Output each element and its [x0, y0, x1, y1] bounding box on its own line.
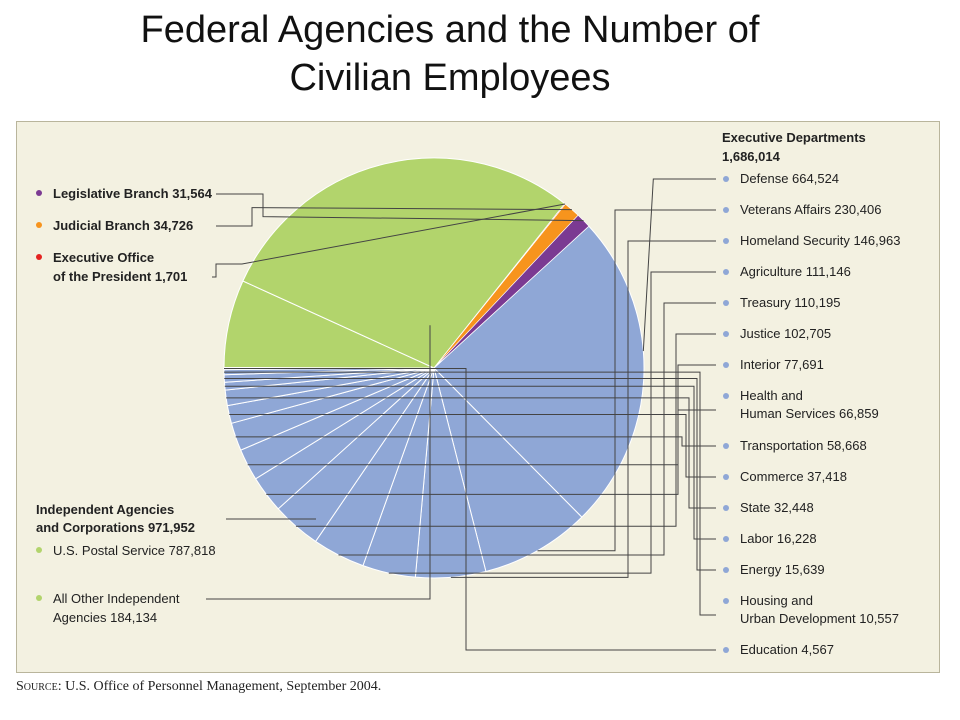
chart-labels: Executive Departments 1,686,014 Defense 66… — [36, 130, 900, 657]
legend-dot-interior — [723, 362, 729, 368]
label-veterans-affairs: Veterans Affairs 230,406 — [740, 202, 881, 217]
legend-dot-eop — [36, 254, 42, 260]
leader-state — [226, 397, 716, 509]
label-state: State 32,448 — [740, 500, 814, 515]
leader-commerce — [229, 414, 716, 478]
executive-group-total: 1,686,014 — [722, 149, 781, 164]
legend-dot-defense — [723, 176, 729, 182]
legend-dot-homeland-security — [723, 238, 729, 244]
legend-dot-energy — [723, 567, 729, 573]
leader-legislative-branch — [216, 193, 584, 222]
label-eop-line1: Executive Office — [53, 250, 154, 265]
label-housing-and-urban-development: Urban Development 10,557 — [740, 611, 899, 626]
label-housing-and-urban-development-line1: Housing and — [740, 593, 813, 608]
leader-labor — [224, 385, 716, 540]
legend-dot-agriculture — [723, 269, 729, 275]
label-judicial-branch: Judicial Branch 34,726 — [53, 218, 193, 233]
label-energy: Energy 15,639 — [740, 562, 825, 577]
label-homeland-security: Homeland Security 146,963 — [740, 233, 900, 248]
label-education: Education 4,567 — [740, 642, 834, 657]
legend-dot-labor — [723, 536, 729, 542]
legend-dot-all-other-independent — [36, 595, 42, 601]
pie-chart: Executive Departments 1,686,014 Defense 66… — [36, 130, 900, 657]
label-labor: Labor 16,228 — [740, 531, 817, 546]
leader-housing-and-urban-development — [224, 371, 716, 616]
label-defense: Defense 664,524 — [740, 171, 839, 186]
title-line-2: Civilian Employees — [289, 57, 611, 99]
label-legislative-branch: Legislative Branch 31,564 — [53, 186, 213, 201]
leader-lines — [206, 178, 716, 651]
legend-dot-treasury — [723, 300, 729, 306]
leader-education — [224, 368, 716, 651]
leader-veterans-affairs — [537, 209, 716, 552]
pie-slices — [223, 157, 645, 579]
legend-dot-veterans-affairs — [723, 207, 729, 213]
leader-judicial-branch — [216, 207, 572, 227]
source-text: : U.S. Office of Personnel Management, S… — [57, 679, 382, 694]
leader-justice — [295, 333, 716, 527]
label-all-other-line1: All Other Independent — [53, 591, 180, 606]
legend-dot-commerce — [723, 474, 729, 480]
legend-dot-postal-service — [36, 547, 42, 553]
leader-eop — [212, 203, 566, 278]
leader-all-other-independent — [206, 325, 431, 600]
legend-dot-transportation — [723, 443, 729, 449]
label-treasury: Treasury 110,195 — [740, 295, 840, 310]
title-line-1: Federal Agencies and the Number of — [140, 9, 760, 51]
leader-energy — [224, 378, 716, 571]
source-note: Source: U.S. Office of Personnel Managem… — [16, 679, 381, 695]
legend-dot-judicial — [36, 222, 42, 228]
executive-group-label: Executive Departments — [722, 130, 866, 145]
pie-slice-veterans-affairs — [433, 366, 583, 573]
legend-dot-education — [723, 647, 729, 653]
source-prefix: Source — [16, 679, 58, 694]
label-commerce: Commerce 37,418 — [740, 469, 847, 484]
label-justice: Justice 102,705 — [740, 326, 831, 341]
leader-treasury — [338, 302, 716, 556]
pie-slice-u-s-postal-service — [242, 157, 566, 369]
independent-group-total: and Corporations 971,952 — [36, 520, 195, 535]
label-postal-service: U.S. Postal Service 787,818 — [53, 543, 216, 558]
label-transportation: Transportation 58,668 — [740, 438, 867, 453]
pie-slice-legislative-branch — [433, 214, 590, 369]
label-all-other-independent: Agencies 184,134 — [53, 610, 157, 625]
leader-transportation — [235, 436, 716, 447]
leader-homeland-security — [450, 240, 716, 578]
label-eop: of the President 1,701 — [53, 269, 187, 284]
label-health-and-human-services-line1: Health and — [740, 388, 803, 403]
label-interior: Interior 77,691 — [740, 357, 824, 372]
page-title: Federal Agencies and the Number of Civil… — [0, 6, 900, 102]
legend-dot-health-and-human-services — [723, 393, 729, 399]
legend-dot-state — [723, 505, 729, 511]
legend-dot-justice — [723, 331, 729, 337]
legend-dot-legislative — [36, 190, 42, 196]
leader-agriculture — [388, 271, 716, 574]
independent-group-label: Independent Agencies — [36, 502, 174, 517]
leader-defense — [642, 178, 716, 352]
label-agriculture: Agriculture 111,146 — [740, 264, 851, 279]
legend-dot-housing-and-urban-development — [723, 598, 729, 604]
label-health-and-human-services: Human Services 66,859 — [740, 406, 879, 421]
pie-slice-defense — [433, 225, 645, 518]
